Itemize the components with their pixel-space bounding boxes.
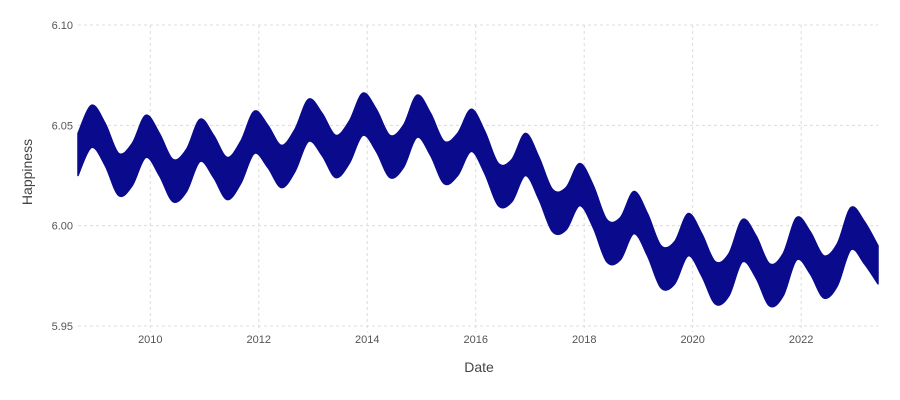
x-axis-ticks: 2010 2012 2014 2016 2018 2020 2022 bbox=[138, 334, 813, 346]
x-tick-label: 2010 bbox=[138, 334, 162, 346]
happiness-band-group bbox=[77, 92, 879, 308]
x-tick-label: 2018 bbox=[572, 334, 596, 346]
x-tick-label: 2014 bbox=[355, 334, 379, 346]
x-tick-label: 2016 bbox=[463, 334, 487, 346]
x-tick-label: 2020 bbox=[680, 334, 704, 346]
y-tick-label: 6.10 bbox=[52, 20, 73, 32]
x-axis-title: Date bbox=[464, 359, 494, 375]
y-tick-label: 6.00 bbox=[52, 221, 73, 233]
y-axis-title: Happiness bbox=[19, 139, 35, 205]
x-tick-label: 2012 bbox=[247, 334, 271, 346]
x-tick-label: 2022 bbox=[789, 334, 813, 346]
y-tick-label: 5.95 bbox=[52, 321, 73, 333]
grid-lines bbox=[78, 24, 878, 332]
y-tick-label: 6.05 bbox=[52, 120, 73, 132]
happiness-band bbox=[77, 92, 879, 308]
y-axis-ticks: 5.95 6.00 6.05 6.10 bbox=[52, 20, 73, 333]
